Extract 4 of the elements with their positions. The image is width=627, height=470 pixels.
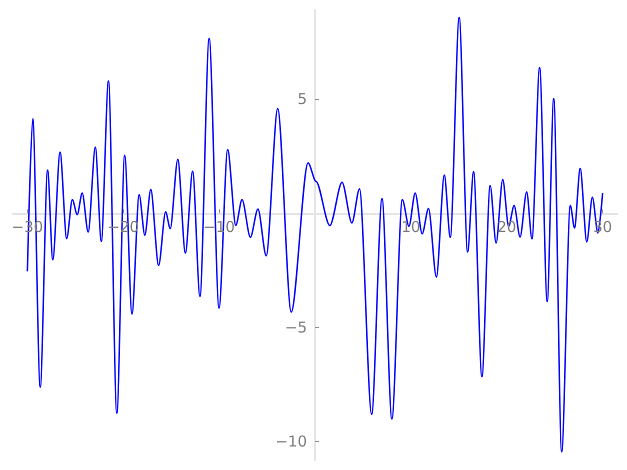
y-tick-label: −5 — [284, 318, 307, 337]
y-tick-label: −10 — [275, 432, 307, 451]
x-tick-label: 10 — [401, 218, 420, 236]
y-tick-label: 5 — [297, 90, 307, 108]
